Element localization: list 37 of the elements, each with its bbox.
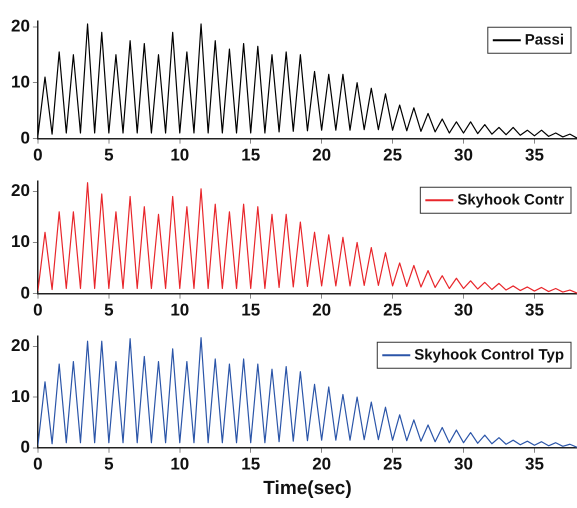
- x-tick-label: 0: [33, 454, 43, 474]
- x-tick-label: 5: [104, 300, 114, 320]
- x-tick-label: 0: [33, 300, 43, 320]
- x-tick-label: 15: [241, 454, 260, 474]
- x-tick-label: 25: [383, 300, 402, 320]
- y-tick-label: 20: [10, 16, 30, 36]
- y-tick-label: 10: [10, 386, 30, 406]
- x-tick-label: 35: [524, 145, 544, 164]
- y-tick-label: 20: [10, 336, 30, 356]
- x-tick-label: 25: [383, 454, 402, 474]
- legend-label: Skyhook Control Typ: [414, 346, 564, 364]
- x-tick-label: 5: [104, 145, 114, 164]
- x-tick-label: 30: [454, 145, 473, 164]
- y-tick-label: 10: [10, 232, 30, 252]
- x-tick-label: 5: [104, 454, 114, 474]
- y-tick-label: 0: [20, 283, 30, 302]
- x-tick-label: 20: [312, 300, 332, 320]
- legend-label: Skyhook Contr: [457, 191, 564, 208]
- legend-label: Passi: [524, 31, 564, 48]
- x-tick-label: 10: [170, 454, 190, 474]
- x-tick-label: 35: [524, 454, 544, 474]
- x-tick-label: 10: [170, 300, 190, 320]
- y-tick-label: 10: [10, 72, 30, 92]
- x-tick-label: 10: [170, 145, 190, 164]
- x-tick-label: 25: [383, 145, 402, 164]
- x-tick-label: 0: [33, 145, 43, 164]
- x-tick-label: 20: [312, 145, 332, 164]
- y-tick-label: 20: [10, 181, 30, 200]
- x-tick-label: 30: [454, 300, 473, 320]
- x-axis-title: Time(sec): [263, 478, 352, 499]
- x-tick-label: 30: [454, 454, 473, 474]
- x-tick-label: 15: [241, 300, 260, 320]
- x-tick-label: 20: [312, 454, 332, 474]
- x-tick-label: 35: [524, 300, 544, 320]
- x-tick-label: 15: [241, 145, 260, 164]
- y-tick-label: 0: [20, 128, 30, 148]
- y-tick-label: 0: [20, 437, 30, 456]
